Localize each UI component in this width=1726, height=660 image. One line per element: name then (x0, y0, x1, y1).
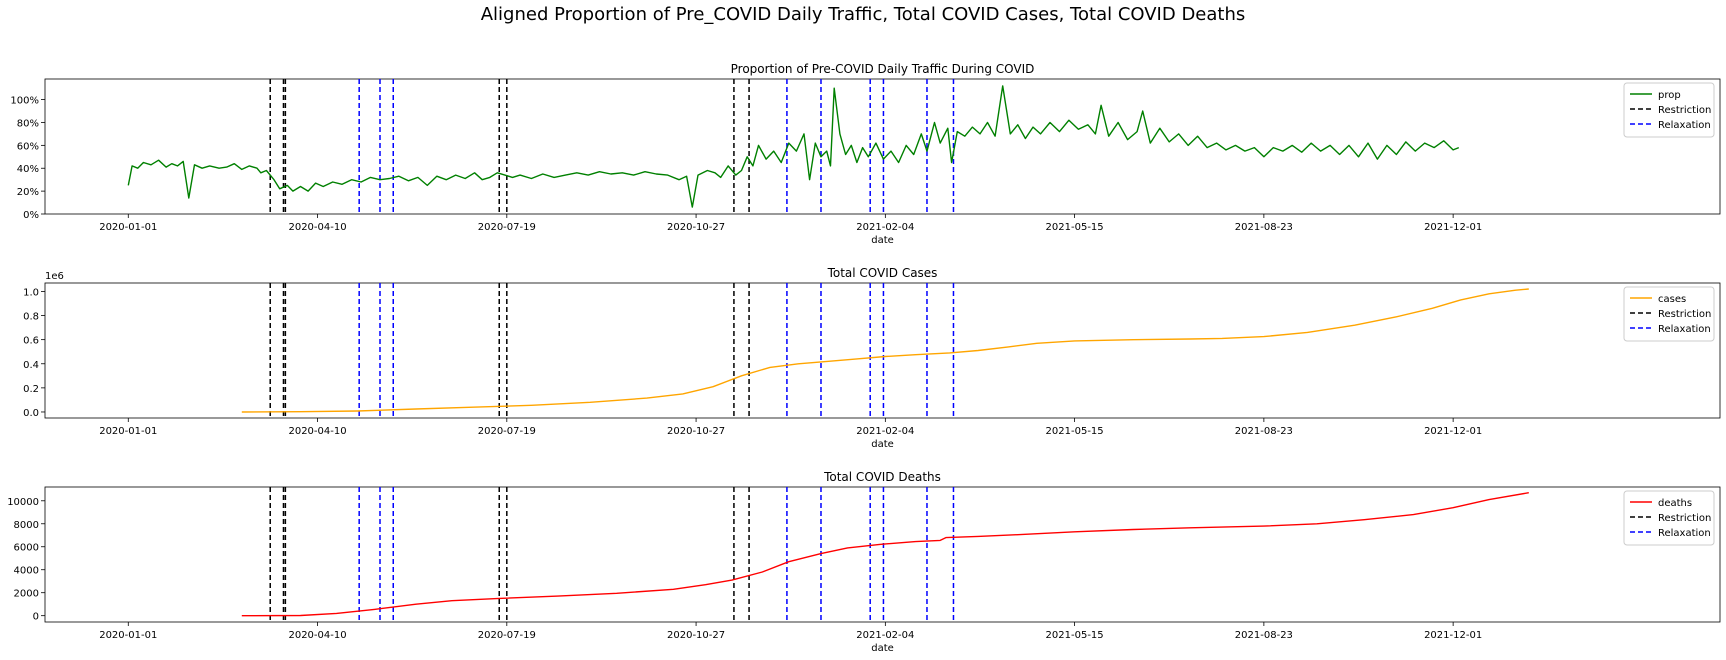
panel2-legend-label: Restriction (1658, 309, 1711, 320)
panel3-xtick-label: 2021-05-15 (1046, 630, 1104, 641)
panel2-xtick-label: 2020-07-19 (478, 426, 536, 437)
panel1-ytick-label: 40% (17, 164, 39, 175)
panel3-series-deaths (241, 492, 1529, 617)
panel1-xtick-label: 2020-01-01 (99, 222, 157, 233)
panel2-xtick-label: 2020-10-27 (667, 426, 725, 437)
panel3-legend-label: deaths (1658, 498, 1692, 509)
panel2-series-cases (241, 288, 1529, 413)
panel2-offset-text: 1e6 (45, 271, 64, 282)
panel2-xtick-label: 2021-12-01 (1424, 426, 1482, 437)
panel1-title: Proportion of Pre-COVID Daily Traffic Du… (731, 62, 1035, 76)
panel2-xtick-label: 2021-02-04 (856, 426, 914, 437)
panel1-xlabel: date (871, 235, 894, 246)
panel1-xtick-label: 2021-05-15 (1046, 222, 1104, 233)
panel1-xtick-label: 2021-12-01 (1424, 222, 1482, 233)
panel3-xtick-label: 2020-10-27 (667, 630, 725, 641)
panel3-xtick-label: 2021-08-23 (1235, 630, 1293, 641)
panel2-axes-frame (44, 282, 1721, 419)
panel1-ytick-label: 0% (23, 210, 39, 221)
panel1-ytick-label: 100% (10, 96, 39, 107)
panel2-legend-label: cases (1658, 294, 1686, 305)
panel2-ytick-label: 0.0 (23, 408, 39, 419)
panel3-xlabel: date (871, 643, 894, 654)
panel3-legend-label: Restriction (1658, 513, 1711, 524)
panel1-xtick-label: 2020-04-10 (288, 222, 346, 233)
panel2-legend-label: Relaxation (1658, 324, 1711, 335)
panel3-axes-frame (44, 486, 1721, 623)
panel1-legend-label: Restriction (1658, 105, 1711, 116)
panel3-xtick-label: 2021-02-04 (856, 630, 914, 641)
panel1-xtick-label: 2020-10-27 (667, 222, 725, 233)
figure-title: Aligned Proportion of Pre_COVID Daily Tr… (480, 4, 1246, 25)
panel1-ytick-label: 20% (17, 187, 39, 198)
panel2-ytick-label: 0.8 (23, 312, 39, 323)
panel1-series-prop (127, 85, 1460, 208)
panel3-ytick-label: 6000 (14, 543, 39, 554)
panel3-ytick-label: 8000 (14, 520, 39, 531)
panel3-legend-label: Relaxation (1658, 528, 1711, 539)
panel2-xlabel: date (871, 439, 894, 450)
panel3-ytick-label: 10000 (7, 497, 39, 508)
panel2-ytick-label: 1.0 (23, 287, 39, 298)
panel1-legend-label: prop (1658, 90, 1681, 101)
panel2-title: Total COVID Cases (827, 266, 938, 280)
panel1-legend-label: Relaxation (1658, 120, 1711, 131)
panel1-ytick-label: 60% (17, 141, 39, 152)
panel3-xtick-label: 2020-07-19 (478, 630, 536, 641)
panel3-ytick-label: 2000 (14, 589, 39, 600)
panel1-ytick-label: 80% (17, 118, 39, 129)
panel1-xtick-label: 2021-08-23 (1235, 222, 1293, 233)
panel3-title: Total COVID Deaths (823, 470, 941, 484)
panel3-ytick-label: 4000 (14, 566, 39, 577)
panel2-xtick-label: 2021-05-15 (1046, 426, 1104, 437)
panel1-xtick-label: 2020-07-19 (478, 222, 536, 233)
panel2-ytick-label: 0.6 (23, 336, 39, 347)
panel2-ytick-label: 0.2 (23, 384, 39, 395)
panel1-xtick-label: 2021-02-04 (856, 222, 914, 233)
panel2-ytick-label: 0.4 (23, 360, 39, 371)
panel2-xtick-label: 2020-04-10 (288, 426, 346, 437)
panel2-xtick-label: 2021-08-23 (1235, 426, 1293, 437)
panel2-xtick-label: 2020-01-01 (99, 426, 157, 437)
panel3-ytick-label: 0 (33, 612, 39, 623)
panel3-xtick-label: 2020-04-10 (288, 630, 346, 641)
panel1-axes-frame (44, 78, 1721, 215)
panel3-xtick-label: 2021-12-01 (1424, 630, 1482, 641)
panel3-xtick-label: 2020-01-01 (99, 630, 157, 641)
